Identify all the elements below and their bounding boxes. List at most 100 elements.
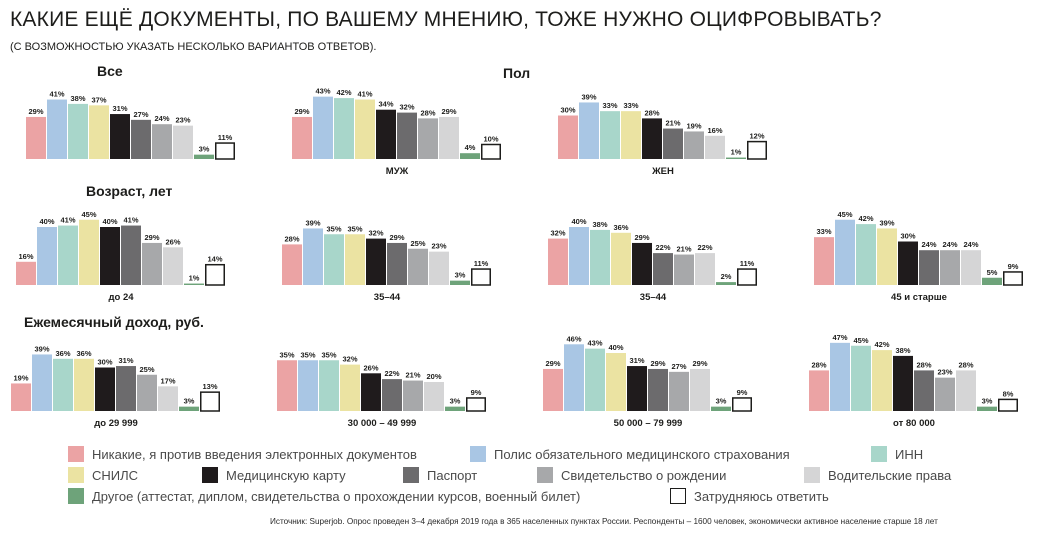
chart-subtitle: (С ВОЗМОЖНОСТЬЮ УКАЗАТЬ НЕСКОЛЬКО ВАРИАН… — [10, 41, 377, 53]
bar — [814, 237, 834, 285]
bar-value-label: 17% — [160, 376, 175, 385]
group-label: 50 000 – 79 999 — [614, 418, 683, 429]
bar — [163, 247, 183, 285]
bar — [16, 261, 36, 285]
bar-chart-group: 29% 46% 43% 40% 31% 29% 27% 29% 3% 9% 50 000 – 79 … — [543, 334, 752, 429]
bar-value-label: 38% — [895, 346, 910, 355]
bar-value-label: 35% — [279, 350, 294, 359]
bar — [674, 254, 694, 285]
bar — [26, 116, 46, 159]
bar — [292, 116, 312, 159]
bar-value-label: 11% — [740, 259, 755, 268]
bar — [642, 118, 662, 159]
bar-value-label: 23% — [431, 242, 446, 251]
group-label: 35–44 — [640, 292, 667, 303]
bar — [340, 364, 360, 411]
bar-value-label: 42% — [858, 214, 873, 223]
bar-value-label: 8% — [1003, 389, 1014, 398]
bar-value-label: 5% — [987, 268, 998, 277]
bar-value-label: 21% — [676, 245, 691, 254]
bar-chart-group: 19% 39% 36% 36% 30% 31% 25% 17% 3% 13% до 29 999 — [11, 344, 220, 429]
bar-value-label: 28% — [958, 360, 973, 369]
bar-value-label: 33% — [623, 101, 638, 110]
bar-value-label: 33% — [816, 227, 831, 236]
bar-value-label: 3% — [982, 397, 993, 406]
bar — [711, 406, 731, 411]
bar-chart-group: 28% 47% 45% 42% 38% 28% 23% 28% 3% 8% от 80 000 — [809, 333, 1018, 429]
bar-value-label: 13% — [202, 382, 217, 391]
bar — [324, 234, 344, 285]
bar-value-label: 43% — [587, 339, 602, 348]
bar — [982, 277, 1002, 285]
bar — [445, 406, 465, 411]
section-title-all: Все — [97, 63, 123, 79]
bar — [851, 345, 871, 411]
bar — [919, 250, 939, 285]
bar-value-label: 26% — [363, 363, 378, 372]
bar-value-label: 1% — [189, 274, 200, 283]
bar — [569, 227, 589, 285]
bar-value-label: 41% — [357, 90, 372, 99]
bar — [277, 360, 297, 411]
bar-value-label: 31% — [629, 356, 644, 365]
bar — [215, 142, 235, 160]
bar — [89, 105, 109, 159]
bar-value-label: 2% — [721, 272, 732, 281]
bar — [334, 98, 354, 159]
bar-value-label: 43% — [315, 87, 330, 96]
bar — [408, 248, 428, 285]
bar — [872, 350, 892, 411]
legend-label: ИНН — [895, 447, 924, 462]
bar-value-label: 28% — [916, 360, 931, 369]
bar-value-label: 30% — [97, 358, 112, 367]
bar-value-label: 30% — [900, 232, 915, 241]
bar-value-label: 1% — [731, 148, 742, 157]
bar — [439, 116, 459, 159]
bar — [79, 219, 99, 285]
bar-chart-group: 33% 45% 42% 39% 30% 24% 24% 24% 5% 9% 45 и старше — [814, 210, 1023, 303]
bar — [142, 242, 162, 285]
bar-value-label: 11% — [218, 133, 233, 142]
bar-value-label: 45% — [837, 210, 852, 219]
bar — [194, 154, 214, 159]
bar-value-label: 28% — [420, 108, 435, 117]
bar — [403, 380, 423, 411]
bar — [716, 282, 736, 285]
bar-value-label: 11% — [474, 259, 489, 268]
bar — [74, 358, 94, 411]
bar — [205, 263, 225, 286]
bar-value-label: 30% — [560, 106, 575, 115]
bar-value-label: 42% — [336, 88, 351, 97]
group-label: 45 и старше — [891, 292, 947, 303]
bar-value-label: 25% — [139, 365, 154, 374]
bar-value-label: 27% — [133, 110, 148, 119]
bar-value-label: 34% — [378, 100, 393, 109]
bar-value-label: 25% — [410, 239, 425, 248]
bar — [68, 103, 88, 159]
bar — [37, 227, 57, 285]
bar — [131, 119, 151, 159]
bar-value-label: 33% — [602, 101, 617, 110]
bar — [543, 368, 563, 411]
legend-label: Паспорт — [427, 468, 478, 483]
bar — [200, 391, 220, 412]
bar — [481, 143, 501, 160]
legend-label: Затрудняюсь ответить — [694, 489, 829, 504]
bar — [893, 355, 913, 411]
bar-value-label: 32% — [342, 355, 357, 364]
bar — [11, 383, 31, 411]
bar-value-label: 29% — [650, 359, 665, 368]
bar-value-label: 3% — [455, 271, 466, 280]
bar-value-label: 38% — [592, 220, 607, 229]
bar-chart-group: 29% 43% 42% 41% 34% 32% 28% 29% 4% 10% МУЖ — [292, 87, 501, 177]
bar-value-label: 22% — [697, 243, 712, 252]
bar — [110, 114, 130, 159]
chart-title: КАКИЕ ЕЩЁ ДОКУМЕНТЫ, ПО ВАШЕМУ МНЕНИЮ, Т… — [10, 8, 882, 31]
bar — [663, 128, 683, 159]
legend-label: Водительские права — [828, 468, 952, 483]
bar-value-label: 36% — [613, 223, 628, 232]
bar — [471, 268, 491, 286]
bar-value-label: 9% — [737, 388, 748, 397]
legend-swatch — [670, 488, 686, 504]
bar — [877, 228, 897, 285]
